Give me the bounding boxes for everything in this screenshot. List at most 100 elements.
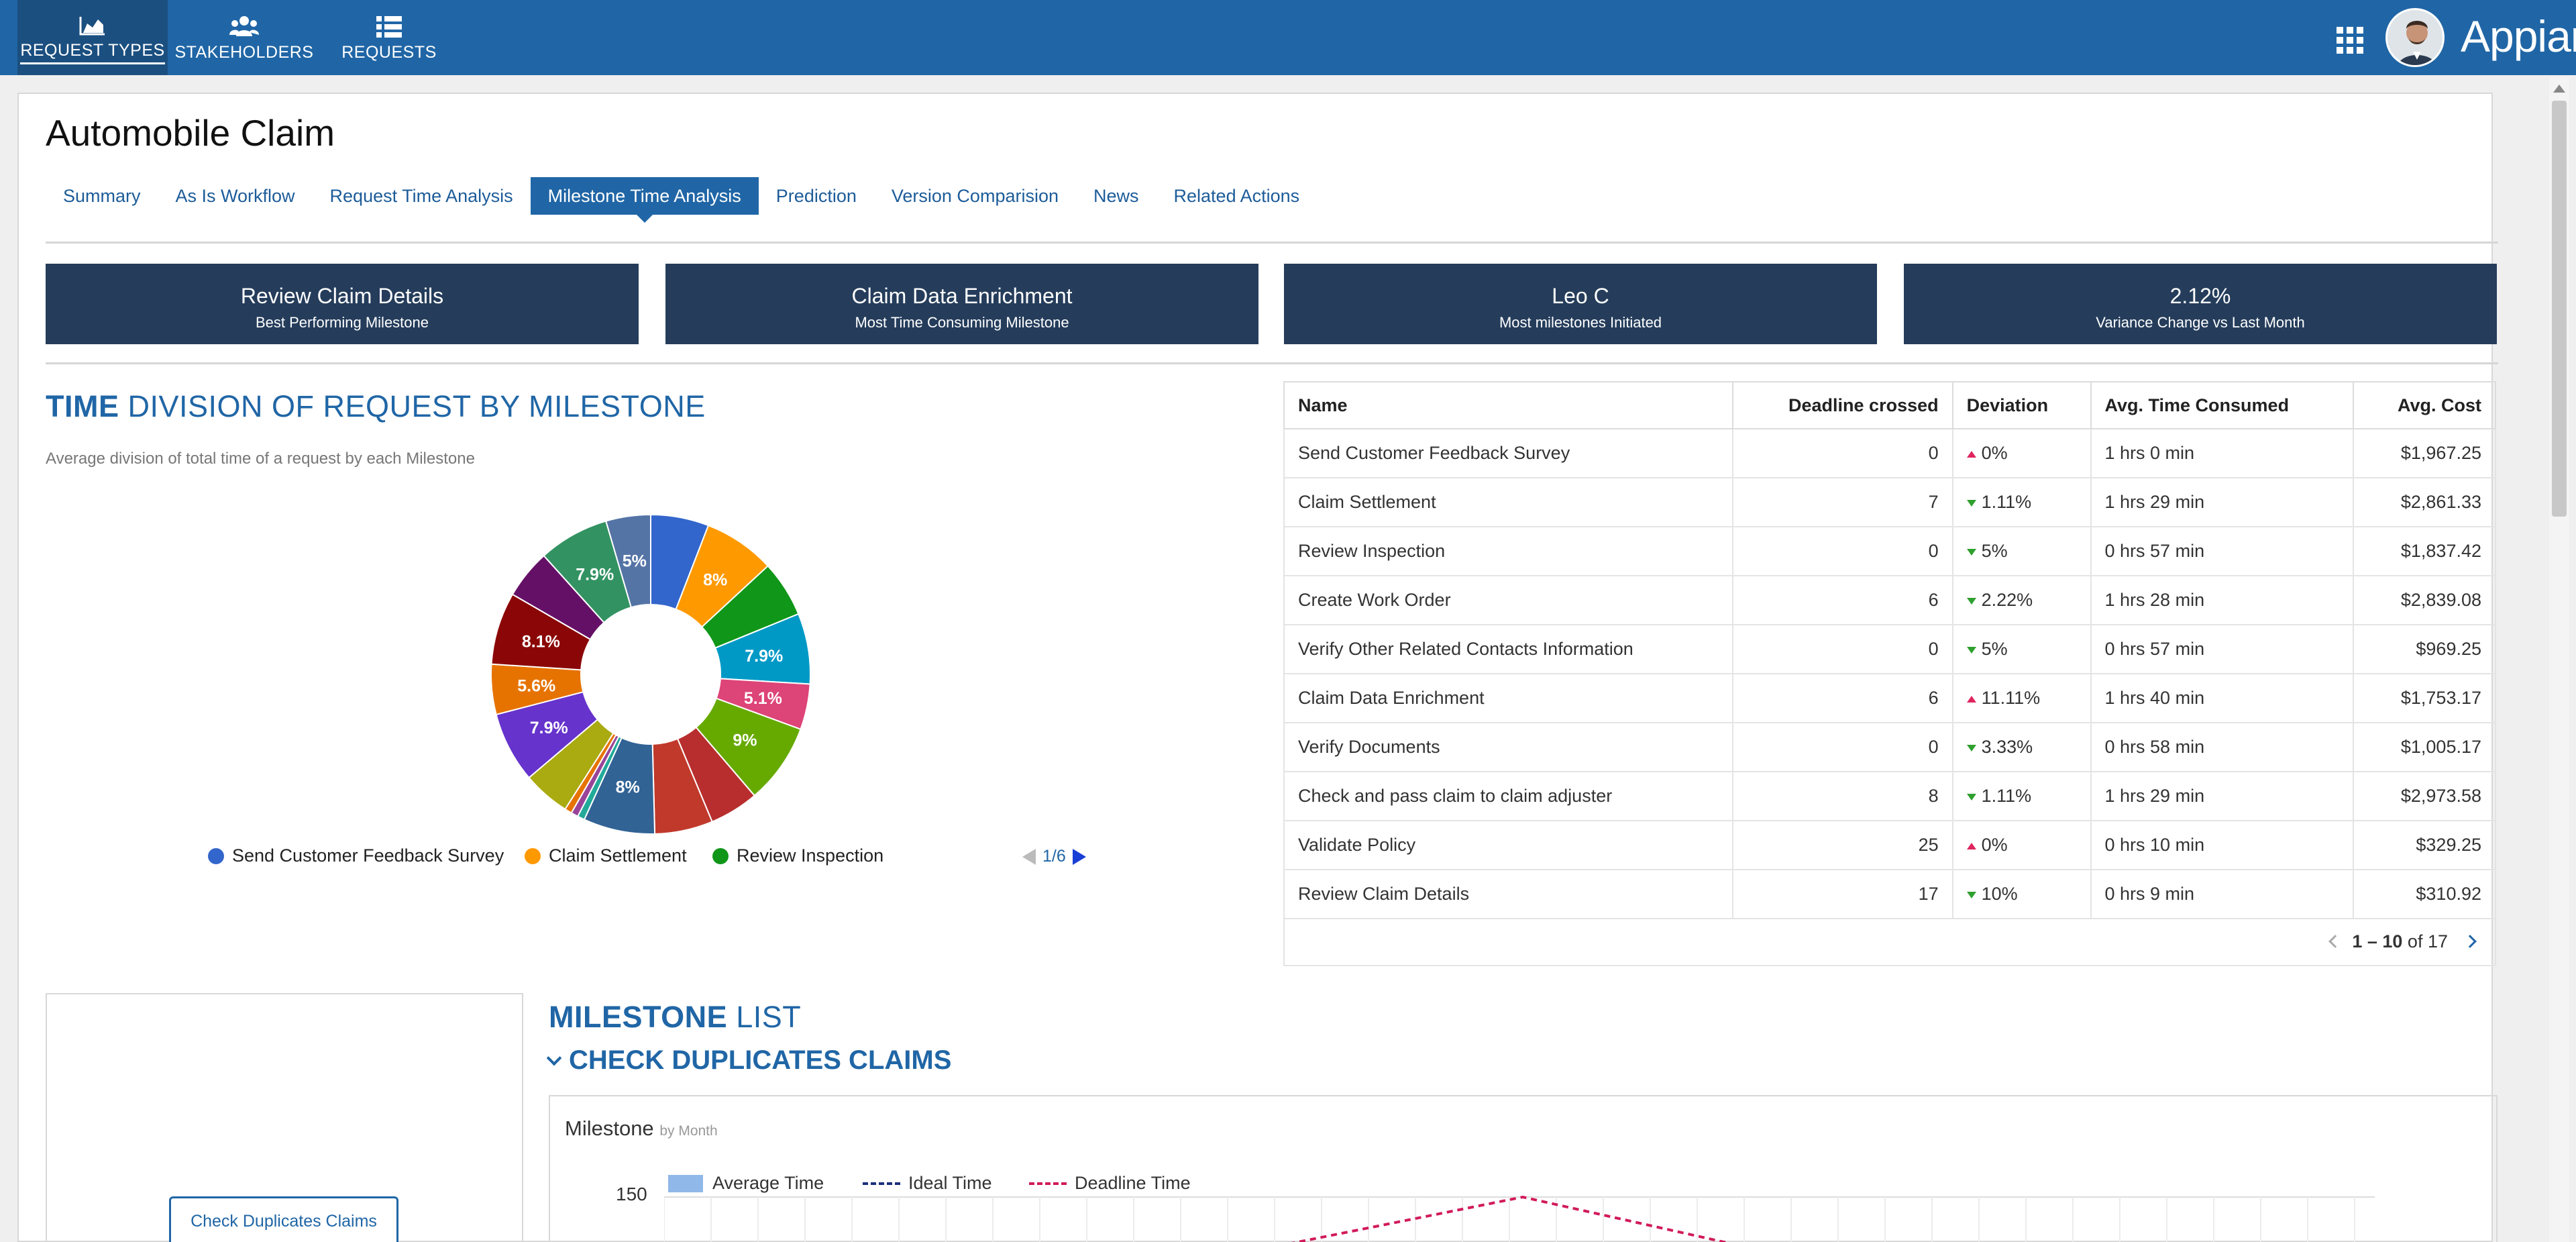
tab-related-actions[interactable]: Related Actions <box>1173 185 1300 206</box>
chevron-right-icon[interactable] <box>2463 935 2477 948</box>
list-icon <box>374 13 404 38</box>
table-row[interactable]: Validate Policy 25 0% 0 hrs 10 min $329.25 <box>1283 821 2496 870</box>
table-row[interactable]: Verify Documents 0 3.33% 0 hrs 58 min $1,005… <box>1283 723 2496 772</box>
table-row[interactable]: Review Claim Details 17 10% 0 hrs 9 min $310… <box>1283 870 2496 919</box>
user-avatar[interactable] <box>2385 8 2445 67</box>
legend-pager: 1/6 <box>1022 847 1086 866</box>
page-title: Automobile Claim <box>46 112 335 154</box>
legend-ideal-time[interactable]: Ideal Time <box>863 1173 992 1194</box>
legend-label: Deadline Time <box>1075 1173 1191 1193</box>
check-duplicates-claims-button[interactable]: Check Duplicates Claims <box>169 1196 398 1242</box>
trend-down-icon <box>1966 499 1976 507</box>
slice-label: 7.9% <box>576 566 614 584</box>
cell-deadline: 25 <box>1732 821 1953 870</box>
donut-slice[interactable] <box>605 513 651 609</box>
milestone-donut-chart: 8% 7.9% 5.1% 9% 8% 7.9% 5.6% 8.1% 7.9% 5% <box>490 513 811 835</box>
tab-milestone-time-analysis[interactable]: Milestone Time Analysis <box>530 177 759 223</box>
column-header-time[interactable]: Avg. Time Consumed <box>2090 381 2355 429</box>
column-header-cost[interactable]: Avg. Cost <box>2353 381 2496 429</box>
kpi-most-time-consuming: Claim Data Enrichment Most Time Consumin… <box>665 264 1258 344</box>
tab-news[interactable]: News <box>1093 185 1139 206</box>
column-header-deviation[interactable]: Deviation <box>1952 381 2092 429</box>
chart-legend-item[interactable]: Claim Settlement <box>525 845 687 866</box>
y-tick-label: 150 <box>616 1184 647 1204</box>
kpi-value: Leo C <box>1552 284 1609 308</box>
cell-deviation: 1.11% <box>1952 772 2092 821</box>
cell-name: Review Inspection <box>1283 527 1733 576</box>
cell-time: 0 hrs 57 min <box>2090 625 2355 674</box>
column-header-deadline[interactable]: Deadline crossed <box>1732 381 1953 429</box>
legend-dot <box>525 847 541 864</box>
tab-prediction[interactable]: Prediction <box>775 185 857 206</box>
cell-time: 1 hrs 28 min <box>2090 576 2355 625</box>
kpi-value: Review Claim Details <box>240 284 444 308</box>
legend-dot <box>712 847 729 864</box>
legend-label: Claim Settlement <box>549 845 687 866</box>
trend-down-icon <box>1966 744 1976 752</box>
cell-cost: $329.25 <box>2353 821 2496 870</box>
nav-label: REQUEST TYPES <box>20 41 165 64</box>
chevron-down-icon <box>546 1050 562 1066</box>
legend-average-time[interactable]: Average Time <box>668 1173 824 1194</box>
cell-deviation: 10% <box>1952 870 2092 919</box>
chart-legend-item[interactable]: Send Customer Feedback Survey <box>208 845 504 866</box>
legend-label: Review Inspection <box>737 845 884 866</box>
cell-name: Validate Policy <box>1283 821 1733 870</box>
table-row[interactable]: Send Customer Feedback Survey 0 0% 1 hrs 0 … <box>1283 429 2496 478</box>
cell-name: Verify Other Related Contacts Informatio… <box>1283 625 1733 674</box>
legend-deadline-time[interactable]: Deadline Time <box>1029 1173 1191 1194</box>
table-row[interactable]: Review Inspection 0 5% 0 hrs 57 min $1,837.4… <box>1283 527 2496 576</box>
table-row[interactable]: Create Work Order 6 2.22% 1 hrs 28 min $2,83… <box>1283 576 2496 625</box>
kpi-label: Most Time Consuming Milestone <box>855 314 1069 331</box>
slice-label: 7.9% <box>745 647 783 666</box>
cell-time: 1 hrs 29 min <box>2090 772 2355 821</box>
slice-label: 8% <box>703 571 727 590</box>
appian-logo: Appian <box>2461 11 2576 61</box>
kpi-label: Variance Change vs Last Month <box>2096 314 2305 331</box>
chevron-left-icon[interactable] <box>2328 935 2343 948</box>
scroll-up-icon[interactable] <box>2553 85 2565 93</box>
cell-deadline: 6 <box>1732 576 1953 625</box>
scrollbar-thumb[interactable] <box>2552 101 2567 517</box>
legend-label: Average Time <box>712 1173 824 1193</box>
table-row[interactable]: Verify Other Related Contacts Informatio… <box>1283 625 2496 674</box>
cell-cost: $2,861.33 <box>2353 478 2496 527</box>
cell-cost: $1,005.17 <box>2353 723 2496 772</box>
trend-down-icon <box>1966 793 1976 800</box>
app-grid-icon[interactable] <box>2337 27 2363 54</box>
cell-cost: $969.25 <box>2353 625 2496 674</box>
nav-stakeholders[interactable]: STAKEHOLDERS <box>173 0 315 75</box>
legend-next-icon[interactable] <box>1072 848 1086 865</box>
milestone-side-panel <box>46 993 523 1242</box>
tab-request-time-analysis[interactable]: Request Time Analysis <box>329 185 513 206</box>
cell-time: 0 hrs 9 min <box>2090 870 2355 919</box>
nav-label: REQUESTS <box>341 42 437 62</box>
legend-dot <box>208 847 224 864</box>
legend-prev-icon[interactable] <box>1022 848 1036 865</box>
cell-time: 1 hrs 29 min <box>2090 478 2355 527</box>
table-row[interactable]: Check and pass claim to claim adjuster 8 1… <box>1283 772 2496 821</box>
tab-as-is-workflow[interactable]: As Is Workflow <box>175 185 295 206</box>
tab-summary[interactable]: Summary <box>63 185 141 206</box>
cell-deadline: 7 <box>1732 478 1953 527</box>
table-row[interactable]: Claim Settlement 7 1.11% 1 hrs 29 min $2,861… <box>1283 478 2496 527</box>
tab-version-comparision[interactable]: Version Comparision <box>891 185 1059 206</box>
cell-deadline: 6 <box>1732 674 1953 723</box>
trend-down-icon <box>1966 548 1976 556</box>
milestone-group-toggle[interactable]: CHECK DUPLICATES CLAIMS <box>546 1045 951 1076</box>
nav-request-types[interactable]: REQUEST TYPES <box>17 0 168 75</box>
milestone-list-title: MILESTONE LIST <box>549 1000 802 1034</box>
cell-name: Send Customer Feedback Survey <box>1283 429 1733 478</box>
column-header-name[interactable]: Name <box>1283 381 1733 429</box>
slice-label: 5.1% <box>744 689 782 708</box>
deadline-time-line <box>1291 1195 1730 1242</box>
cell-cost: $1,753.17 <box>2353 674 2496 723</box>
table-row[interactable]: Claim Data Enrichment 6 11.11% 1 hrs 40 min… <box>1283 674 2496 723</box>
trend-up-icon <box>1966 842 1976 849</box>
nav-requests[interactable]: REQUESTS <box>321 0 458 75</box>
cell-time: 0 hrs 58 min <box>2090 723 2355 772</box>
cell-deadline: 0 <box>1732 527 1953 576</box>
cell-cost: $310.92 <box>2353 870 2496 919</box>
chart-legend-item[interactable]: Review Inspection <box>712 845 883 866</box>
pager-of: of <box>2402 931 2428 951</box>
